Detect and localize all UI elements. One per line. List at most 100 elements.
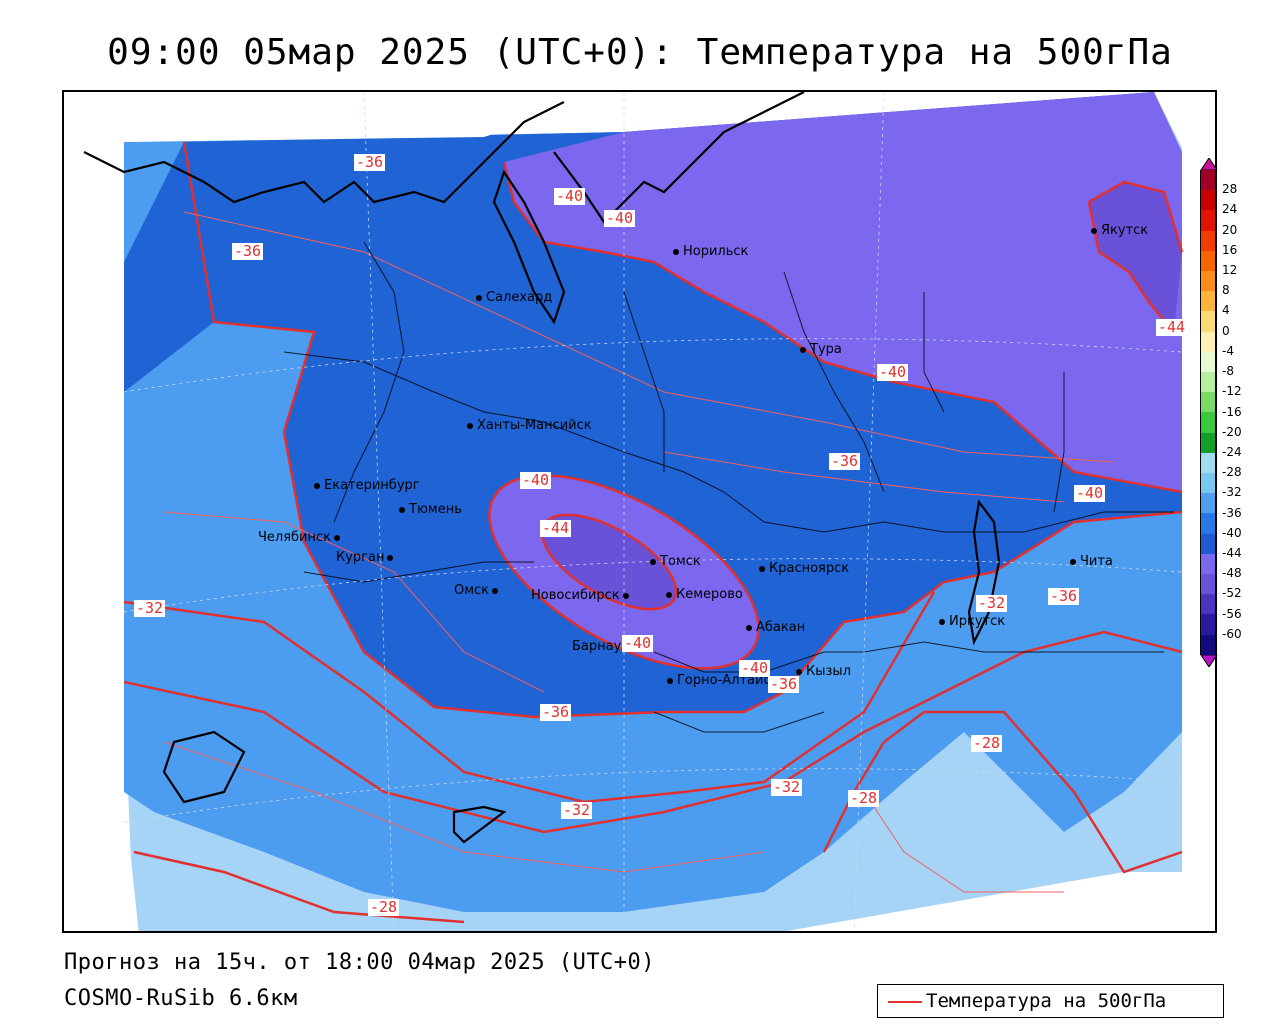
colorbar-segment: [1200, 291, 1216, 312]
colorbar-bottom-arrow: [1200, 654, 1218, 667]
city-marker: [314, 482, 320, 489]
map-title: 09:00 05мар 2025 (UTC+0): Температура на…: [107, 32, 1173, 73]
colorbar-segment: [1200, 594, 1216, 615]
colorbar-segment: [1200, 614, 1216, 635]
city-marker: [467, 422, 473, 429]
city-chita: Чита: [1070, 554, 1113, 569]
coastlines: [83, 92, 1001, 844]
city-kemerovo: Кемерово: [666, 587, 743, 602]
colorbar-tick-label: -16: [1222, 404, 1242, 419]
field-44-east: [1089, 182, 1182, 332]
city-marker: [476, 294, 482, 301]
isotherm-label: -32: [976, 594, 1008, 612]
colorbar-tick-label: -52: [1222, 586, 1242, 601]
isotherm-label: -32: [561, 801, 593, 819]
colorbar-tick-label: -44: [1222, 545, 1242, 560]
isotherm-lines-thin: [163, 211, 1115, 893]
colorbar-segment: [1200, 533, 1216, 554]
colorbar-tick-label: 20: [1222, 222, 1238, 237]
legend-line-swatch: [888, 1001, 922, 1003]
city-yakutsk: Якутск: [1091, 223, 1148, 238]
city-yekaterinburg: Екатеринбург: [314, 478, 420, 493]
model-name: COSMO-RuSib 6.6км: [64, 986, 298, 1011]
isotherm-label: -28: [848, 789, 880, 807]
city-tyumen: Тюмень: [399, 502, 462, 517]
city-khanty-mansiysk: Ханты-Мансийск: [467, 418, 592, 433]
city-tura: Тура: [800, 342, 842, 357]
city-marker: [796, 668, 802, 675]
isotherm-label: -36: [768, 675, 800, 693]
city-marker: [399, 506, 405, 513]
colorbar-tick-label: 12: [1222, 263, 1238, 278]
city-omsk: Омск: [454, 583, 502, 598]
city-marker: [387, 554, 394, 561]
temperature-map[interactable]: Норильск Салехард Тура Якутск Ханты-Манс…: [62, 90, 1217, 933]
city-marker: [939, 618, 945, 625]
colorbar-tick-label: 16: [1222, 242, 1238, 257]
colorbar-segment: [1200, 473, 1216, 494]
colorbar-segment: [1200, 634, 1216, 655]
isotherm-label: -44: [540, 519, 572, 537]
city-marker: [1070, 558, 1076, 565]
isotherm-label: -40: [554, 187, 586, 205]
isotherm-label: -40: [739, 659, 771, 677]
colorbar-segment: [1200, 250, 1216, 272]
isotherm-label: -40: [622, 634, 654, 652]
colorbar-tick-label: -4: [1222, 343, 1234, 358]
colorbar-segment: [1200, 351, 1216, 373]
city-chelyabinsk: Челябинск: [258, 530, 344, 545]
city-marker: [759, 565, 765, 572]
city-marker: [746, 624, 752, 631]
colorbar-segment: [1200, 412, 1216, 433]
city-kurgan: Курган: [336, 550, 397, 565]
city-marker: [334, 534, 341, 541]
legend-label: Температура на 500гПа: [926, 990, 1167, 1012]
colorbar-segment: [1200, 553, 1216, 575]
city-novosibirsk: Новосибирск: [531, 588, 633, 603]
isotherm-label: -36: [232, 242, 264, 260]
city-abakan: Абакан: [746, 620, 805, 635]
legend: Температура на 500гПа: [877, 984, 1224, 1018]
colorbar-tick-label: -24: [1222, 444, 1242, 459]
colorbar-tick-label: 24: [1222, 202, 1238, 217]
field-44-center: [541, 514, 677, 610]
city-marker: [1091, 227, 1097, 234]
no-data-sw: [64, 792, 139, 931]
forecast-info: Прогноз на 15ч. от 18:00 04мар 2025 (UTC…: [64, 950, 656, 975]
isotherm-label: -28: [368, 898, 400, 916]
colorbar-tick-label: -12: [1222, 384, 1242, 399]
isotherm-label: -32: [134, 599, 166, 617]
colorbar-segment: [1200, 392, 1216, 413]
colorbar-segment: [1200, 311, 1216, 332]
city-kyzyl: Кызыл: [796, 664, 851, 679]
isotherm-label: -44: [1156, 318, 1188, 336]
city-marker: [492, 587, 499, 594]
colorbar-segment: [1200, 452, 1216, 474]
colorbar-tick-label: 4: [1222, 303, 1230, 318]
city-krasnoyarsk: Красноярск: [759, 561, 849, 576]
colorbar-tick-label: -40: [1222, 525, 1242, 540]
colorbar-segment: [1200, 372, 1216, 393]
colorbar-segment: [1200, 271, 1216, 292]
city-marker: [800, 346, 806, 353]
isotherm-label: -28: [971, 734, 1003, 752]
colorbar-top-arrow: [1200, 158, 1218, 170]
city-irkutsk: Иркутск: [939, 614, 1005, 629]
colorbar-segments: [1200, 170, 1218, 655]
colorbar-tick-label: 0: [1222, 323, 1230, 338]
field-40-north: [504, 92, 1182, 492]
isotherm-label: -36: [354, 153, 386, 171]
isotherm-label: -40: [520, 471, 552, 489]
city-marker: [673, 248, 679, 255]
colorbar-segment: [1200, 432, 1216, 453]
colorbar-segment: [1200, 190, 1216, 211]
colorbar-tick-label: -32: [1222, 485, 1242, 500]
colorbar-segment: [1200, 331, 1216, 352]
city-tomsk: Томск: [650, 554, 701, 569]
city-marker: [650, 558, 656, 565]
colorbar-tick-label: -48: [1222, 566, 1242, 581]
isotherm-label: -40: [604, 209, 636, 227]
region-borders: [283, 241, 1174, 733]
colorbar-segment: [1200, 513, 1216, 534]
no-data-se: [1127, 92, 1215, 931]
